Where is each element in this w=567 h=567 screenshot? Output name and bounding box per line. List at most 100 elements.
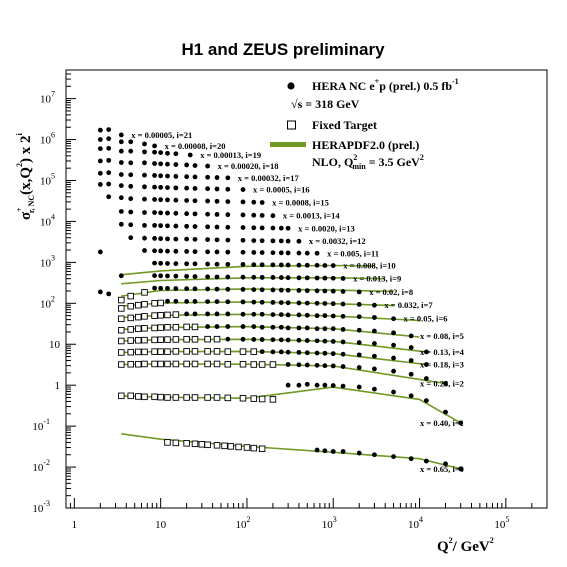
series-label: x = 0.0005, i=16 (253, 185, 310, 195)
fixed-target-point (127, 292, 134, 300)
hera-point (225, 336, 231, 342)
hera-point (240, 324, 246, 329)
hera-point (251, 199, 257, 205)
hera-point (314, 275, 320, 281)
hera-point (285, 337, 291, 343)
hera-point (142, 222, 147, 228)
hera-point (330, 301, 336, 307)
hera-point (128, 209, 134, 215)
hera-point (278, 287, 284, 293)
hera-point (142, 172, 147, 178)
fixed-target-point (243, 444, 251, 451)
hera-point (152, 260, 157, 266)
x-tick-label: 105 (494, 515, 509, 531)
hera-point (173, 248, 179, 254)
hera-point (184, 273, 190, 279)
hera-point (340, 449, 346, 454)
series-label: x = 0.00020, i=18 (218, 161, 279, 171)
fixed-target-point (204, 394, 211, 401)
hera-point (330, 263, 336, 268)
hera-point (296, 250, 302, 256)
hera-point (142, 235, 147, 241)
hera-point (192, 224, 198, 229)
x-tick-label: 1 (72, 519, 78, 531)
hera-point (173, 236, 179, 242)
hera-point (97, 289, 103, 295)
hera-point (106, 157, 112, 163)
hera-point (97, 146, 103, 152)
y-axis-title: σ+ r, NC(x,Q2) x 2i (15, 132, 36, 220)
fixed-target-point (221, 442, 228, 450)
series-label: x = 0.00005, i=21 (131, 130, 192, 140)
hera-point (173, 185, 179, 191)
hera-point (158, 161, 164, 167)
fixed-target-point (250, 348, 258, 355)
fixed-target-point (157, 348, 164, 355)
fixed-target-point (191, 336, 199, 343)
fixed-target-point (183, 348, 190, 355)
fixed-target-point (164, 324, 171, 331)
hera-point (322, 326, 328, 332)
hera-point (423, 376, 429, 381)
fixed-target-point (224, 360, 232, 368)
fixed-target-point (183, 323, 190, 331)
hera-point (443, 381, 448, 386)
fixed-target-point (172, 348, 180, 355)
hera-point (165, 197, 170, 203)
fixed-target-point (227, 443, 235, 450)
fixed-target-point (191, 348, 199, 355)
hera-point (322, 382, 328, 388)
hera-point (304, 381, 310, 387)
hera-point (314, 362, 320, 368)
hera-point (142, 141, 147, 147)
hera-point (322, 338, 328, 344)
hera-point (278, 324, 284, 330)
hera-point (372, 366, 377, 372)
hera-point (184, 236, 190, 242)
fixed-target-point (127, 360, 134, 368)
series-label: x = 0.40, i=1 (420, 418, 464, 428)
hera-point (322, 301, 328, 306)
series-label: x = 0.65, i=0 (420, 464, 464, 474)
hera-point (372, 452, 377, 458)
y-tick-label: 1 (55, 380, 61, 392)
hera-point (152, 236, 157, 241)
fixed-target-point (164, 348, 171, 355)
hera-point (408, 456, 414, 462)
y-tick-label: 102 (40, 294, 55, 310)
fixed-target-point (204, 360, 211, 368)
hera-point (225, 212, 231, 218)
hera-point (372, 353, 377, 359)
hera-point (240, 187, 246, 192)
hera-point (187, 152, 193, 158)
hera-point (128, 172, 134, 178)
hera-point (356, 384, 362, 390)
legend-entry-hera: HERA NC e+p (prel.) 0.5 fb-1 (312, 77, 459, 93)
fixed-target-point (135, 393, 142, 400)
hera-point (142, 196, 147, 202)
hera-point (285, 312, 291, 318)
hera-point (165, 210, 170, 216)
fixed-target-point (151, 312, 158, 319)
hera-point (214, 237, 220, 243)
hera-point (97, 137, 103, 142)
x-tick-label: 10 (155, 519, 167, 531)
hera-point (314, 326, 320, 332)
hera-point (173, 151, 179, 157)
hera-point (340, 364, 346, 369)
legend-entry-nlo: NLO, Q2 min = 3.5 GeV2 (312, 153, 424, 171)
series-labels: x = 0.00005, i=21x = 0.00008, i=20x = 0.… (131, 130, 464, 474)
series-label: x = 0.013, i=9 (353, 273, 401, 283)
hera-point (118, 172, 124, 177)
hera-point (192, 186, 198, 191)
hera-point (205, 186, 211, 192)
fixed-target-point (164, 394, 171, 401)
hera-point (314, 300, 320, 306)
y-tick-label: 103 (40, 253, 55, 269)
hera-point (314, 313, 320, 319)
hera-point (304, 300, 310, 306)
fixed-target-point (118, 305, 125, 312)
hera-point (458, 466, 464, 472)
hera-point (330, 383, 336, 388)
hera-point (184, 174, 190, 180)
